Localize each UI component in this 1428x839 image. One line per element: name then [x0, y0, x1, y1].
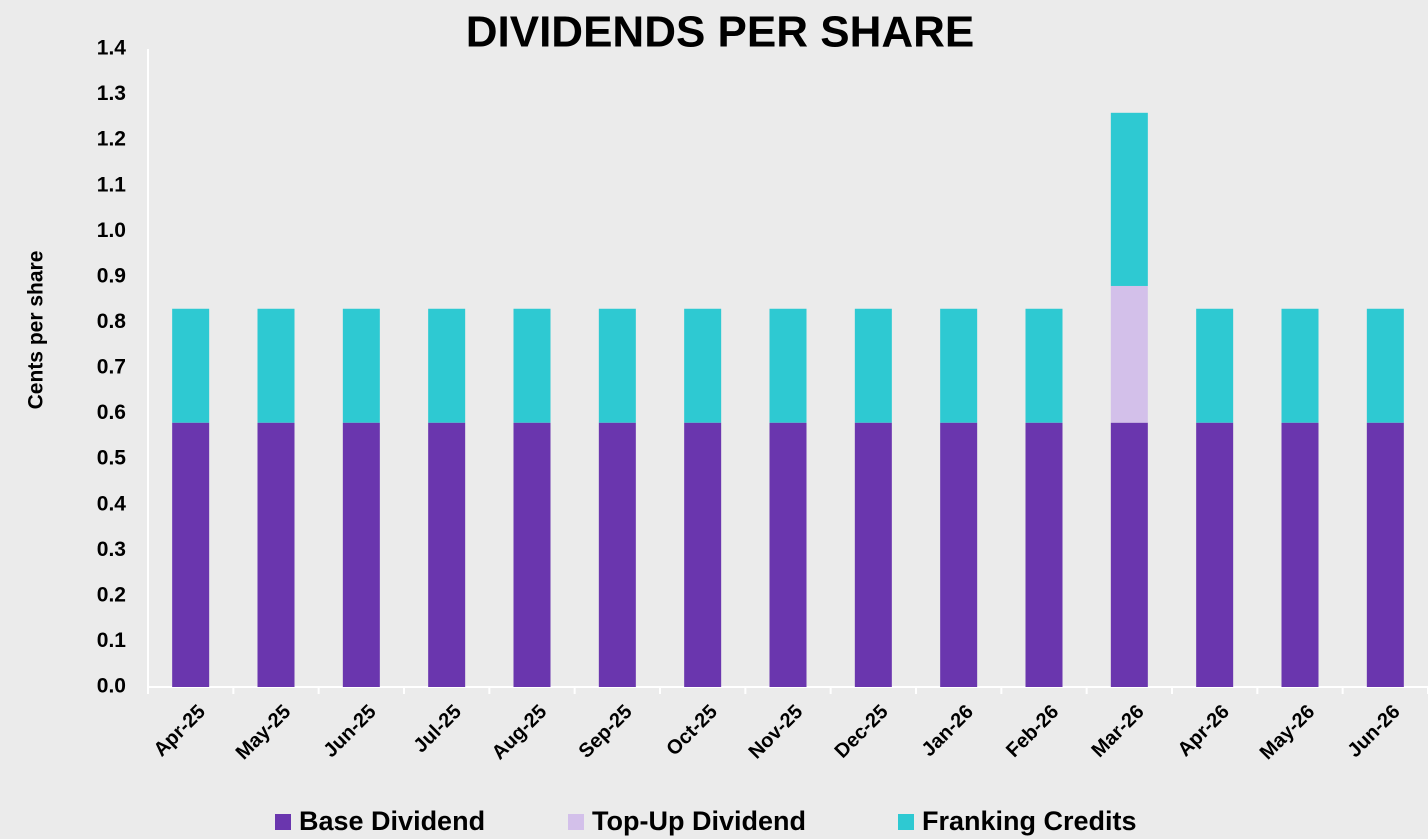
bar-segment — [1025, 422, 1063, 687]
legend-swatch — [568, 814, 584, 830]
bar-segment — [513, 308, 551, 423]
y-tick-label: 1.2 — [97, 128, 126, 151]
y-tick-label: 0.5 — [97, 447, 127, 470]
bar-segment — [854, 308, 892, 423]
bar-segment — [1281, 308, 1319, 423]
bar-segment — [257, 422, 295, 687]
bar-segment — [1196, 308, 1234, 423]
bar-segment — [940, 422, 978, 687]
bar-segment — [428, 422, 466, 687]
y-tick-label: 0.0 — [97, 675, 126, 698]
bar-segment — [684, 308, 722, 423]
bar-segment — [1281, 422, 1319, 687]
bar-segment — [172, 308, 210, 423]
bar-segment — [342, 308, 380, 423]
bar-segment — [342, 422, 380, 687]
legend-label: Franking Credits — [922, 806, 1137, 836]
bar-segment — [598, 308, 636, 423]
bar-segment — [598, 422, 636, 687]
y-tick-label: 0.9 — [97, 264, 126, 287]
legend-swatch — [898, 814, 914, 830]
legend-swatch — [275, 814, 291, 830]
bar-segment — [257, 308, 295, 423]
bar-segment — [1196, 422, 1234, 687]
y-tick-label: 0.2 — [97, 583, 126, 606]
bar-segment — [428, 308, 466, 423]
bar-segment — [854, 422, 892, 687]
bar-segment — [684, 422, 722, 687]
y-axis-label: Cents per share — [25, 251, 48, 410]
bar-segment — [769, 422, 807, 687]
bar-segment — [1110, 285, 1148, 423]
y-tick-label: 1.4 — [97, 37, 127, 60]
bar-segment — [1366, 308, 1404, 423]
bar-segment — [1110, 422, 1148, 687]
y-tick-label: 0.8 — [97, 310, 127, 333]
y-tick-label: 0.6 — [97, 401, 126, 424]
legend-label: Top-Up Dividend — [592, 806, 806, 836]
bar-segment — [1110, 112, 1148, 286]
y-tick-label: 1.3 — [97, 82, 126, 105]
y-tick-label: 0.7 — [97, 356, 126, 379]
y-tick-label: 0.1 — [97, 629, 127, 652]
legend-label: Base Dividend — [299, 806, 485, 836]
bar-segment — [1366, 422, 1404, 687]
y-tick-label: 0.3 — [97, 538, 126, 561]
bar-segment — [172, 422, 210, 687]
bar-segment — [769, 308, 807, 423]
y-tick-label: 1.1 — [97, 173, 127, 196]
chart-title: DIVIDENDS PER SHARE — [466, 8, 975, 57]
y-tick-label: 1.0 — [97, 219, 126, 242]
bar-segment — [1025, 308, 1063, 423]
bar-segment — [940, 308, 978, 423]
y-tick-label: 0.4 — [97, 492, 127, 515]
bar-segment — [513, 422, 551, 687]
